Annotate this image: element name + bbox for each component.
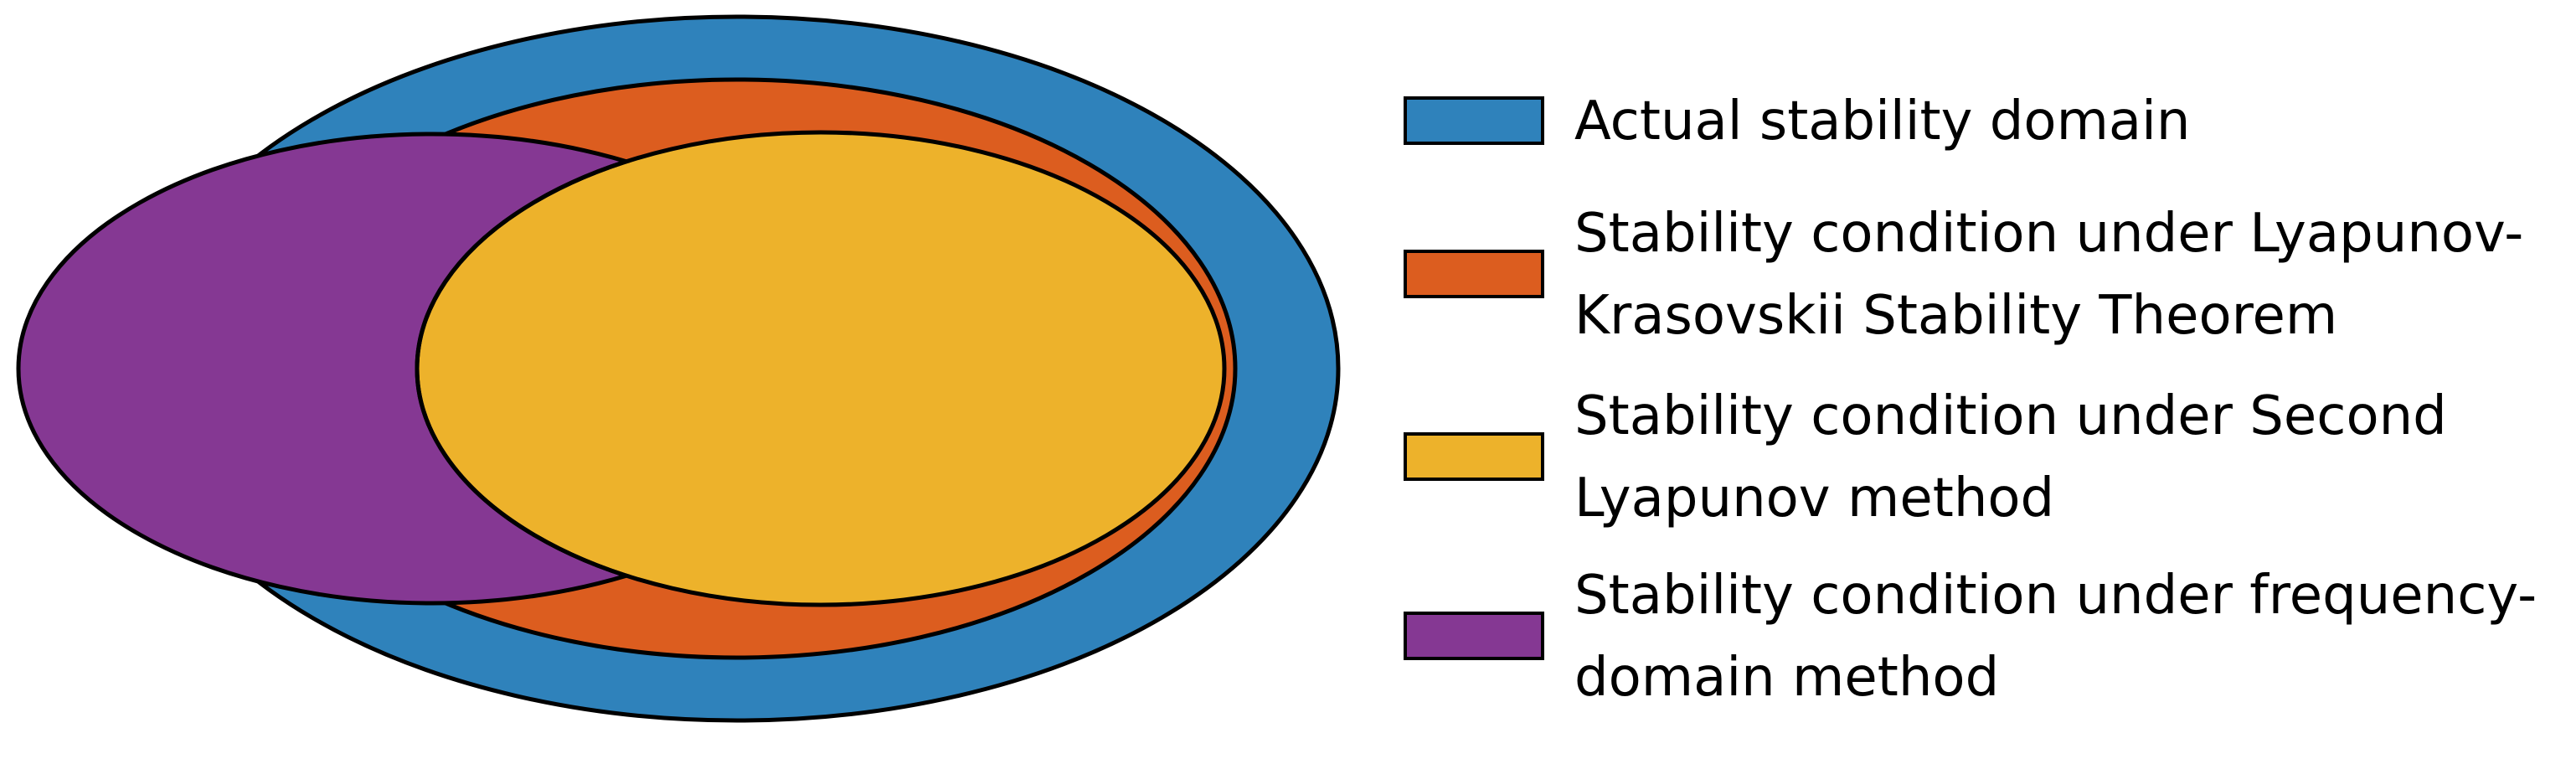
legend-label-line: domain method — [1574, 647, 2000, 709]
legend-label-line: Krasovskii Stability Theorem — [1574, 285, 2338, 347]
legend-label-line: Stability condition under Second — [1574, 385, 2447, 447]
legend-label-line: Actual stability domain — [1574, 90, 2191, 152]
legend-label-second-lyapunov: Stability condition under Second Lyapuno… — [1574, 375, 2568, 540]
second-lyapunov-overlap-outline — [415, 134, 846, 603]
stability-domain-diagram — [16, 14, 1341, 723]
legend-swatch-second-lyapunov — [1404, 432, 1544, 481]
legend-label-line: Stability condition under Lyapunov- — [1574, 203, 2524, 265]
second-lyapunov-domain-ellipse — [415, 130, 1227, 607]
legend-label-frequency-domain: Stability condition under frequency- dom… — [1574, 555, 2568, 719]
legend-label-actual: Actual stability domain — [1574, 80, 2568, 163]
legend-swatch-actual — [1404, 96, 1544, 145]
legend-swatch-lyapunov-krasovskii — [1404, 250, 1544, 298]
legend-label-line: Stability condition under frequency- — [1574, 565, 2537, 627]
legend-label-lyapunov-krasovskii: Stability condition under Lyapunov- Kras… — [1574, 193, 2568, 357]
legend-swatch-frequency-domain — [1404, 612, 1544, 660]
legend-label-line: Lyapunov method — [1574, 467, 2055, 529]
